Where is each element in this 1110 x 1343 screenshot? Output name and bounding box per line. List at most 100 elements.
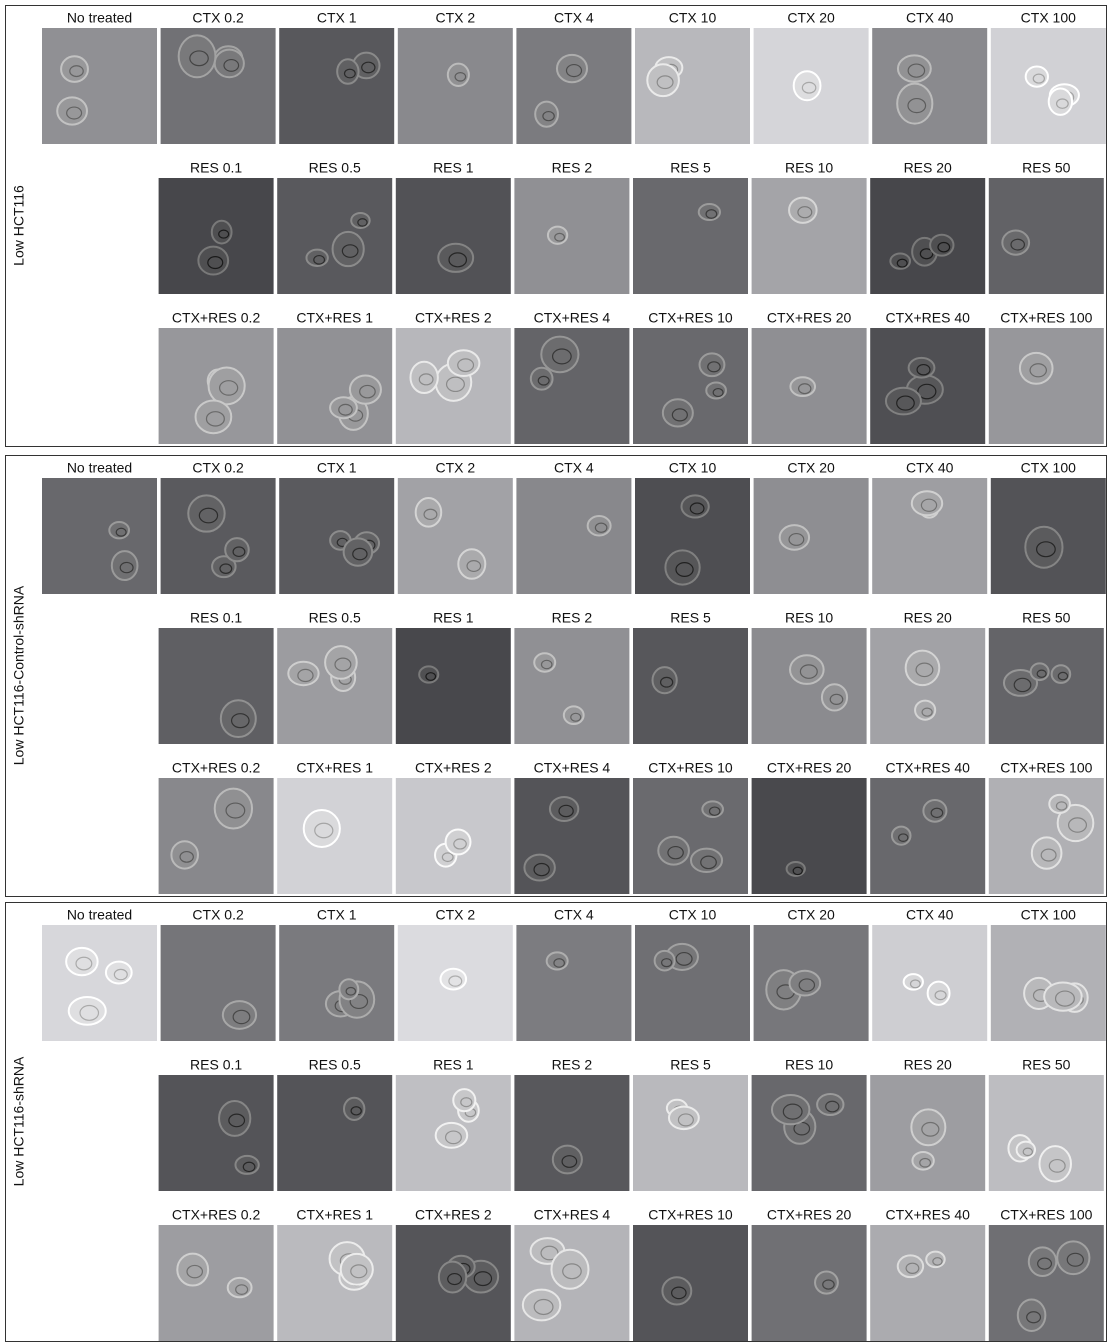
micrograph: [395, 628, 511, 744]
cell: [348, 374, 382, 405]
panel-border: [5, 902, 1107, 1342]
cell: [331, 230, 365, 268]
micrograph: [753, 478, 869, 594]
micrograph: [514, 1075, 630, 1191]
condition-label: RES 5: [670, 160, 711, 176]
cell: [1018, 351, 1054, 385]
cell: [792, 70, 822, 102]
micrograph: [158, 1075, 274, 1191]
cell: [550, 1248, 590, 1290]
condition-label: CTX+RES 0.2: [172, 1207, 261, 1223]
cell: [444, 828, 472, 856]
cell-shadow: [219, 563, 233, 574]
cell-shadow: [75, 956, 93, 971]
condition-label: RES 0.1: [190, 160, 242, 176]
cell: [789, 376, 817, 398]
cell: [902, 973, 924, 991]
micrograph: [988, 328, 1104, 444]
cell-shadow: [338, 403, 353, 416]
cell: [197, 245, 230, 276]
cell: [1048, 793, 1071, 815]
micrograph-background: [753, 478, 869, 594]
micrograph-background: [751, 1225, 867, 1341]
cell: [1024, 525, 1064, 569]
cell-shadow: [69, 65, 84, 78]
cell: [446, 62, 470, 87]
micrograph: [395, 1075, 511, 1191]
micrograph-background: [158, 778, 274, 894]
cell-shadow: [1054, 990, 1075, 1007]
condition-label: CTX 40: [906, 10, 954, 26]
cell-shadow: [179, 850, 194, 863]
cell: [177, 34, 217, 79]
micrograph: [158, 628, 274, 744]
cell: [910, 1108, 947, 1147]
micrograph: [872, 478, 988, 594]
cell-shadow: [708, 806, 721, 816]
cell-shadow: [905, 1262, 920, 1274]
condition-label: CTX+RES 10: [648, 310, 733, 326]
cell: [661, 398, 694, 428]
cell: [925, 1250, 946, 1269]
cell-shadow: [897, 833, 909, 842]
cell: [324, 645, 358, 680]
cell-shadow: [232, 1009, 251, 1025]
micrograph-background: [277, 1225, 393, 1341]
cell: [437, 242, 475, 273]
micrograph: [516, 478, 632, 594]
condition-label: RES 0.5: [309, 160, 361, 176]
cell-shadow: [661, 958, 673, 968]
micrograph: [872, 28, 988, 144]
cell: [651, 666, 678, 695]
cell-shadow: [801, 81, 817, 94]
micrograph: [516, 925, 632, 1041]
condition-label: RES 5: [670, 1057, 711, 1073]
cell-shadow: [553, 958, 566, 968]
cell-shadow: [540, 659, 553, 670]
micrograph: [395, 1225, 511, 1341]
cell: [108, 520, 131, 540]
micrograph-background: [633, 778, 748, 894]
condition-label: CTX 20: [787, 907, 835, 923]
cell-shadow: [915, 662, 934, 678]
micrograph: [160, 478, 276, 594]
cell-shadow: [334, 657, 352, 672]
panel-label: Low HCT116: [11, 185, 27, 266]
condition-label: RES 0.5: [309, 1057, 361, 1073]
condition-label: No treated: [67, 907, 132, 923]
cell: [110, 550, 139, 582]
condition-label: CTX 10: [669, 10, 717, 26]
micrograph: [158, 1225, 274, 1341]
cell-shadow: [712, 387, 724, 398]
cell-shadow: [473, 1271, 493, 1287]
cell-shadow: [186, 1264, 204, 1279]
cell: [1047, 87, 1074, 116]
cell: [911, 1150, 935, 1171]
cell-shadow: [916, 363, 931, 376]
cell-shadow: [797, 383, 812, 395]
cell-shadow: [235, 1284, 249, 1295]
condition-label: CTX+RES 2: [415, 310, 492, 326]
cell-shadow: [198, 507, 219, 524]
cell: [342, 537, 374, 567]
cell-shadow: [423, 508, 438, 521]
condition-label: RES 50: [1022, 1057, 1070, 1073]
condition-label: RES 2: [552, 1057, 593, 1073]
cell: [170, 840, 199, 870]
cell: [551, 1144, 583, 1175]
cell-shadow: [343, 68, 356, 79]
cell-shadow: [1026, 1311, 1042, 1324]
cell: [820, 683, 849, 712]
micrograph-background: [395, 178, 511, 294]
micrograph-background: [872, 925, 988, 1041]
cell-shadow: [447, 1272, 463, 1286]
condition-label: CTX 100: [1021, 907, 1076, 923]
cell-shadow: [1048, 1158, 1066, 1173]
condition-label: CTX+RES 20: [767, 1207, 852, 1223]
micrograph: [870, 778, 986, 894]
micrograph-background: [42, 925, 157, 1041]
condition-label: RES 5: [670, 610, 711, 626]
micrograph: [514, 628, 630, 744]
micrograph: [870, 178, 986, 294]
